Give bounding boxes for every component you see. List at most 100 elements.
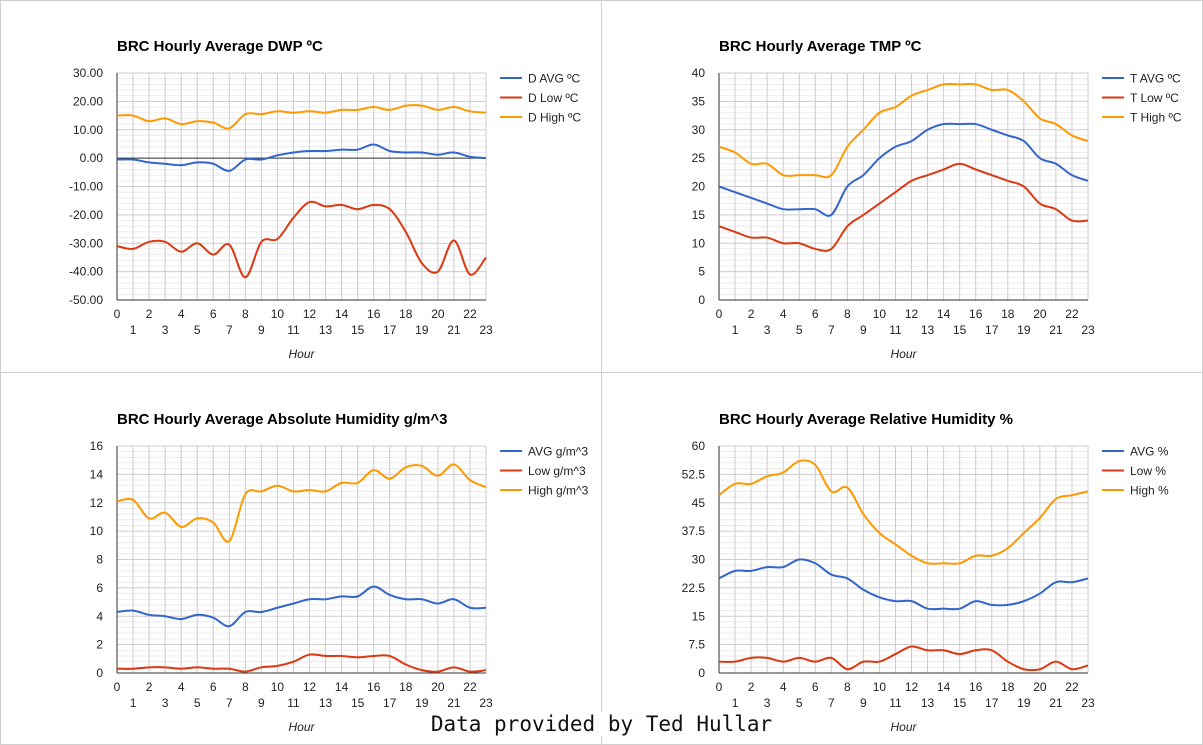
data-point-low	[927, 174, 929, 176]
data-point-high	[991, 89, 993, 91]
data-point-avg	[911, 140, 913, 142]
data-point-avg	[846, 577, 848, 579]
data-point-high	[212, 122, 214, 124]
x-tick-label: 13	[319, 696, 333, 710]
data-point-low	[975, 168, 977, 170]
chart-title: BRC Hourly Average TMP ºC	[719, 38, 922, 55]
data-point-low	[453, 239, 455, 241]
x-tick-label: 8	[242, 307, 249, 321]
data-point-high	[975, 555, 977, 557]
y-tick-label: -40.00	[69, 265, 103, 279]
data-point-low	[228, 244, 230, 246]
x-tick-label: 15	[351, 323, 365, 337]
data-point-low	[814, 661, 816, 663]
data-point-avg	[927, 608, 929, 610]
data-point-low	[180, 251, 182, 253]
data-point-high	[878, 112, 880, 114]
data-point-high	[798, 174, 800, 176]
data-point-avg	[1007, 604, 1009, 606]
data-point-avg	[469, 607, 471, 609]
data-point-low	[148, 241, 150, 243]
data-point-high	[196, 517, 198, 519]
panel-divider-horizontal	[0, 372, 1203, 373]
x-tick-label: 23	[1081, 323, 1095, 337]
data-point-avg	[718, 577, 720, 579]
data-point-high	[405, 105, 407, 107]
y-tick-label: -50.00	[69, 293, 103, 307]
data-point-low	[718, 225, 720, 227]
data-point-low	[798, 242, 800, 244]
data-point-high	[814, 174, 816, 176]
data-point-low	[959, 163, 961, 165]
x-tick-label: 1	[130, 323, 137, 337]
legend-label-high: T High ºC	[1130, 111, 1182, 125]
data-point-low	[309, 654, 311, 656]
data-point-avg	[309, 598, 311, 600]
data-point-avg	[148, 161, 150, 163]
data-point-avg	[325, 598, 327, 600]
data-point-avg	[1087, 180, 1089, 182]
data-point-avg	[1055, 581, 1057, 583]
series-line-high	[718, 459, 1089, 565]
chart-title: BRC Hourly Average Absolute Humidity g/m…	[117, 411, 447, 428]
data-point-avg	[734, 191, 736, 193]
data-point-high	[862, 513, 864, 515]
data-point-high	[1087, 140, 1089, 142]
y-tick-label: 15	[692, 609, 706, 623]
legend-label-avg: T AVG ºC	[1130, 72, 1181, 86]
series-line-low	[116, 653, 487, 673]
x-tick-label: 22	[463, 680, 477, 694]
y-tick-label: 8	[96, 553, 103, 567]
data-point-low	[421, 669, 423, 671]
data-point-avg	[244, 611, 246, 613]
data-point-high	[894, 106, 896, 108]
data-point-low	[485, 669, 487, 671]
x-tick-label: 21	[447, 696, 461, 710]
x-tick-label: 3	[162, 323, 169, 337]
y-tick-label: 45	[692, 496, 706, 510]
x-tick-label: 14	[937, 307, 951, 321]
data-point-low	[862, 661, 864, 663]
x-tick-label: 9	[860, 696, 867, 710]
data-point-low	[437, 271, 439, 273]
data-point-high	[782, 174, 784, 176]
x-tick-label: 20	[431, 680, 445, 694]
data-point-low	[862, 214, 864, 216]
x-tick-label: 7	[226, 696, 233, 710]
data-point-high	[276, 485, 278, 487]
data-point-avg	[943, 608, 945, 610]
data-point-low	[244, 671, 246, 673]
x-tick-label: 17	[383, 696, 397, 710]
data-point-low	[292, 217, 294, 219]
x-tick-label: 2	[146, 307, 153, 321]
data-point-avg	[782, 566, 784, 568]
x-tick-label: 3	[764, 323, 771, 337]
data-point-high	[260, 490, 262, 492]
data-point-high	[991, 555, 993, 557]
data-point-high	[766, 163, 768, 165]
y-tick-label: 14	[90, 467, 104, 481]
data-point-high	[1023, 100, 1025, 102]
series-line-high	[116, 463, 487, 543]
y-tick-label: 37.5	[682, 524, 706, 538]
legend-label-low: T Low ºC	[1130, 91, 1179, 105]
data-point-high	[798, 460, 800, 462]
data-point-high	[734, 151, 736, 153]
chart-absolute-humidity: BRC Hourly Average Absolute Humidity g/m…	[90, 411, 589, 734]
data-point-avg	[132, 610, 134, 612]
data-point-low	[260, 241, 262, 243]
data-point-high	[357, 109, 359, 111]
data-point-high	[485, 112, 487, 114]
chart-temperature: BRC Hourly Average TMP ºC051015202530354…	[692, 38, 1182, 361]
data-point-avg	[164, 163, 166, 165]
data-point-high	[734, 483, 736, 485]
data-point-high	[437, 109, 439, 111]
data-point-high	[341, 482, 343, 484]
legend-label-avg: AVG g/m^3	[528, 445, 588, 459]
data-point-avg	[116, 159, 118, 161]
x-tick-label: 1	[130, 696, 137, 710]
data-point-high	[421, 465, 423, 467]
x-tick-label: 19	[415, 696, 429, 710]
data-point-high	[164, 512, 166, 514]
data-point-high	[750, 163, 752, 165]
